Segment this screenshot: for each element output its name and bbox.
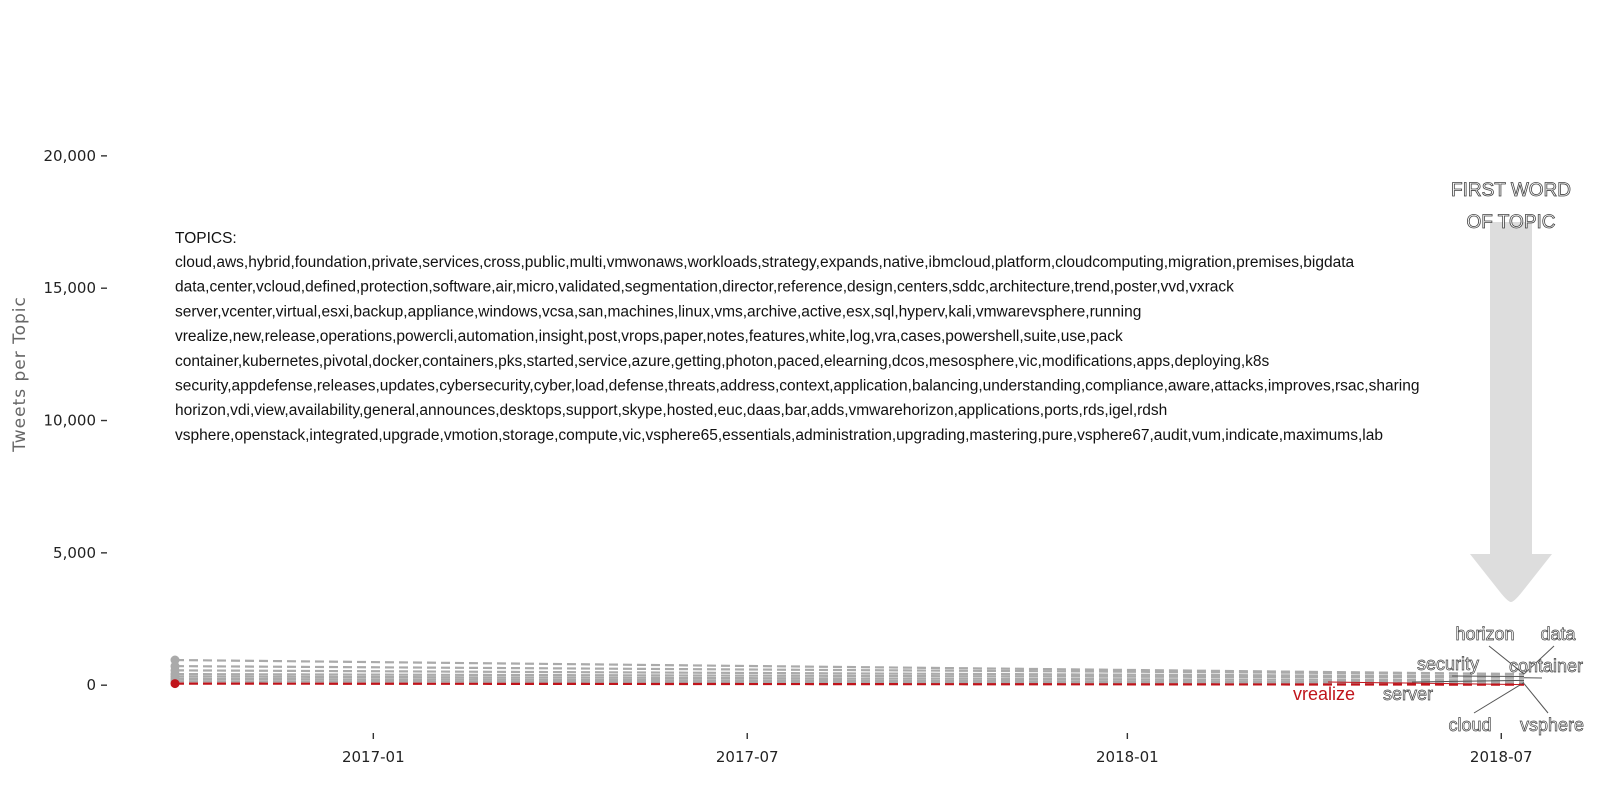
series-label-connector bbox=[1523, 683, 1549, 714]
series-label-security: security bbox=[1417, 654, 1479, 674]
first-word-callout: FIRST WORD OF TOPIC bbox=[1451, 180, 1571, 602]
topics-line: container,kubernetes,pivotal,docker,cont… bbox=[175, 353, 1270, 370]
topics-line: horizon,vdi,view,availability,general,an… bbox=[175, 402, 1167, 419]
x-tick-label: 2018-07 bbox=[1470, 748, 1533, 766]
x-axis: 2017-01 2017-07 2018-01 2018-07 bbox=[342, 733, 1533, 766]
topics-heading: TOPICS: bbox=[175, 230, 237, 247]
y-tick-label: 15,000 bbox=[44, 279, 97, 297]
topics-line: server,vcenter,virtual,esxi,backup,appli… bbox=[175, 303, 1141, 320]
y-axis-title: Tweets per Topic bbox=[10, 296, 30, 453]
series-line-cloud bbox=[174, 677, 1525, 684]
series-label-connector bbox=[1411, 679, 1525, 683]
series-line-container bbox=[174, 672, 1525, 679]
series-line-vrealize bbox=[174, 682, 1525, 686]
series-label-vrealize: vrealize bbox=[1293, 684, 1355, 704]
series-label-container: container bbox=[1509, 656, 1583, 676]
topics-line: vsphere,openstack,integrated,upgrade,vmo… bbox=[175, 427, 1383, 444]
series-labels: horizon data security container server cloud v… bbox=[1293, 624, 1584, 736]
series-label-connector bbox=[1523, 645, 1555, 675]
x-tick-label: 2017-07 bbox=[716, 748, 779, 766]
series-point-vrealize bbox=[170, 679, 180, 689]
y-tick-label: 5,000 bbox=[53, 544, 96, 562]
callout-arrow-icon bbox=[1470, 222, 1552, 602]
callout-line-2: OF TOPIC bbox=[1466, 212, 1555, 233]
topics-line: vrealize,new,release,operations,powercli… bbox=[175, 328, 1123, 345]
y-tick-label: 0 bbox=[86, 676, 96, 694]
x-tick-label: 2018-01 bbox=[1096, 748, 1159, 766]
series-label-connector bbox=[1327, 681, 1525, 686]
series-line-security bbox=[174, 669, 1525, 678]
series-lines bbox=[174, 658, 1525, 686]
y-axis: 0 5,000 10,000 15,000 20,000 bbox=[44, 147, 107, 694]
series-label-server: server bbox=[1383, 684, 1433, 704]
series-line-vsphere bbox=[174, 680, 1525, 685]
series-start-points bbox=[170, 655, 180, 689]
series-label-vsphere: vsphere bbox=[1520, 715, 1584, 735]
callout-line-1: FIRST WORD bbox=[1451, 180, 1571, 201]
y-tick-label: 10,000 bbox=[44, 412, 97, 430]
series-label-cloud: cloud bbox=[1448, 715, 1491, 735]
series-line-data bbox=[174, 665, 1525, 676]
series-label-horizon: horizon bbox=[1455, 624, 1514, 644]
topics-line: data,center,vcloud,defined,protection,so… bbox=[175, 279, 1234, 296]
series-label-connector bbox=[1473, 682, 1525, 714]
topics-annotation: TOPICS: cloud,aws,hybrid,foundation,priv… bbox=[175, 230, 1419, 444]
x-tick-label: 2017-01 bbox=[342, 748, 405, 766]
series-label-connector bbox=[1488, 645, 1525, 675]
topics-line: cloud,aws,hybrid,foundation,private,serv… bbox=[175, 254, 1355, 271]
y-tick-label: 20,000 bbox=[44, 147, 97, 165]
series-label-data: data bbox=[1540, 624, 1576, 644]
series-line-server bbox=[174, 675, 1525, 682]
topics-line: security,appdefense,releases,updates,cyb… bbox=[175, 378, 1419, 395]
